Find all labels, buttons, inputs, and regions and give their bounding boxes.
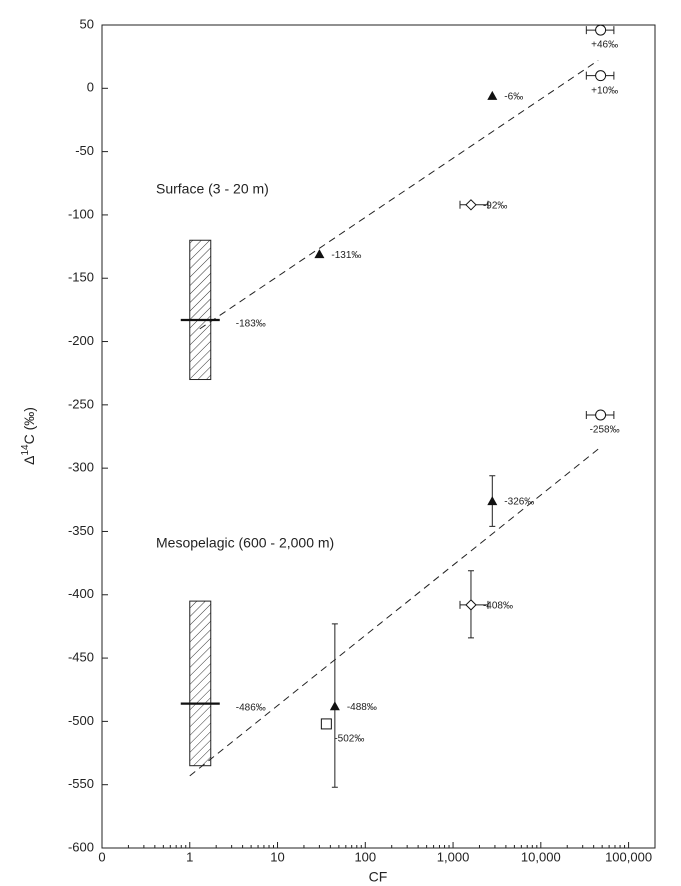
fit-line [189, 448, 599, 777]
y-tick-label: -500 [68, 713, 94, 728]
y-label-part: C (‰) [21, 407, 37, 444]
annotation: Surface (3 - 20 m) [156, 181, 269, 197]
x-tick-label: 10,000 [521, 849, 561, 864]
y-tick-label: -350 [68, 523, 94, 538]
plot-frame [101, 24, 656, 849]
y-label-sup: 14 [20, 444, 31, 456]
point-circle [595, 70, 607, 82]
y-tick-label: -400 [68, 586, 94, 601]
x-tick-label: 0 [98, 849, 105, 864]
value-label: +10‰ [591, 85, 618, 96]
point-triangle [487, 90, 498, 100]
y-label-part: Δ [21, 456, 37, 465]
y-tick-label: -550 [68, 776, 94, 791]
value-label: +46‰ [591, 40, 618, 51]
range-box [189, 600, 212, 767]
value-label: -258‰ [590, 425, 620, 436]
value-label: -488‰ [347, 702, 377, 713]
y-tick-label: -250 [68, 396, 94, 411]
value-label: -326‰ [504, 497, 534, 508]
point-circle [595, 24, 607, 36]
value-label: -486‰ [236, 702, 266, 713]
y-tick-label: -150 [68, 270, 94, 285]
value-label: -131‰ [331, 250, 361, 261]
y-tick-label: -50 [75, 143, 94, 158]
y-tick-label: -300 [68, 460, 94, 475]
x-tick-label: 10 [270, 849, 284, 864]
point-triangle [487, 496, 498, 506]
value-label: -502‰ [334, 734, 364, 745]
x-tick-label: 1,000 [437, 849, 470, 864]
value-label: -92‰ [483, 200, 507, 211]
point-circle [595, 409, 607, 421]
annotation: Mesopelagic (600 - 2,000 m) [156, 535, 334, 551]
value-label: -183‰ [236, 319, 266, 330]
fit-line [199, 60, 599, 330]
y-tick-label: -600 [68, 839, 94, 854]
x-tick-label: 1 [186, 849, 193, 864]
y-axis-label: Δ14C (‰) [20, 407, 37, 465]
range-box [189, 239, 212, 381]
point-triangle [329, 701, 340, 711]
point-square [320, 718, 332, 730]
y-tick-label: 0 [87, 80, 94, 95]
value-label: -408‰ [483, 601, 513, 612]
point-triangle [314, 249, 325, 259]
x-tick-label: 100 [354, 849, 376, 864]
point-diamond [465, 599, 477, 611]
y-tick-label: -100 [68, 206, 94, 221]
value-label: -6‰ [504, 92, 523, 103]
x-tick-label: 100,000 [605, 849, 652, 864]
point-diamond [465, 199, 477, 211]
y-tick-label: -200 [68, 333, 94, 348]
x-axis-label: CF [369, 869, 388, 885]
y-tick-label: -450 [68, 650, 94, 665]
y-tick-label: 50 [80, 16, 94, 31]
